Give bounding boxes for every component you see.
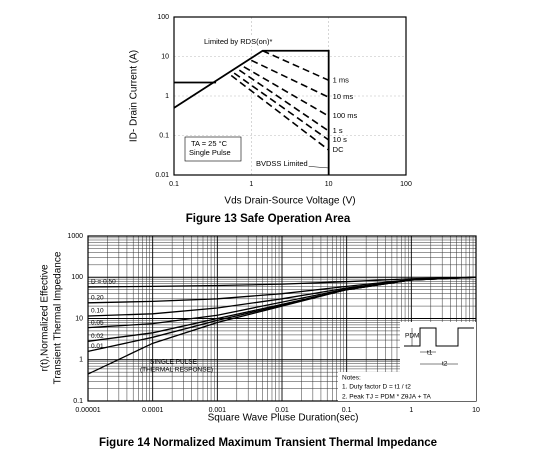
series-label: DC <box>333 145 344 154</box>
annotation-box <box>184 136 242 162</box>
annotation: t1 <box>427 350 433 357</box>
y-tick-label: 0.1 <box>73 398 83 405</box>
annotation: 1. Duty factor D = t1 / t2 <box>342 384 411 391</box>
series-line <box>250 59 330 98</box>
series-label: SINGLE PULSE <box>150 359 198 366</box>
series-label: 1 ms <box>333 75 350 84</box>
annotation: Single Pulse <box>189 148 231 157</box>
chart-title: Figure 13 Safe Operation Area <box>186 213 351 225</box>
x-axis-label: Vds Drain-Source Voltage (V) <box>224 196 355 207</box>
y-tick-label: 10 <box>75 315 83 322</box>
diagram-box <box>400 322 476 372</box>
series-label: 0.05 <box>91 319 104 326</box>
series-line <box>262 49 329 82</box>
y-tick-label: 0.01 <box>155 172 169 179</box>
x-tick-label: 0.00001 <box>75 407 100 414</box>
series-label: 1 s <box>333 126 343 135</box>
y-tick-label: 10 <box>161 53 169 60</box>
annotation: 2. Peak TJ = PDM * ZθJA + TA <box>342 394 432 401</box>
series-line <box>233 72 330 141</box>
series-label: D = 0.50 <box>91 279 116 286</box>
x-tick-label: 0.1 <box>342 407 352 414</box>
annotation: BVDSS Limited <box>256 159 308 168</box>
x-tick-label: 0.001 <box>209 407 227 414</box>
y-axis-label: ID- Drain Current (A) <box>129 50 140 142</box>
series-line <box>238 69 330 132</box>
label-bg <box>255 158 309 168</box>
series-label: 0.02 <box>91 333 104 340</box>
annotation: t2 <box>442 361 448 368</box>
y-axis-label: r(t),Normalized Effective <box>40 264 51 372</box>
x-tick-label: 0.01 <box>275 407 289 414</box>
series-label: 100 ms <box>333 111 358 120</box>
y-tick-label: 0.1 <box>159 132 169 139</box>
series-line <box>87 276 477 288</box>
series-label: 0.01 <box>91 343 104 350</box>
x-axis-label: Square Wave Pluse Duration(sec) <box>208 413 359 424</box>
series-label: 0.20 <box>91 295 104 302</box>
x-tick-label: 1 <box>249 181 253 188</box>
series-line <box>87 276 477 375</box>
annotation: (THERMAL RESPONSE) <box>140 367 213 374</box>
series-line <box>230 74 330 151</box>
y-tick-label: 100 <box>157 14 169 21</box>
chart-title: Figure 14 Normalized Maximum Transient T… <box>99 437 437 449</box>
annotation: PDM <box>405 333 419 340</box>
dimension-lines <box>411 328 458 365</box>
annotation: Limited by RDS(on)* <box>204 37 272 46</box>
y-tick-label: 1 <box>79 357 83 364</box>
x-tick-label: 1 <box>409 407 413 414</box>
y-tick-label: 1000 <box>67 233 83 240</box>
pulse-diagram <box>404 327 474 347</box>
y-axis-label: Transient Thermal Impedance <box>53 251 64 384</box>
label-bg <box>203 36 274 46</box>
x-tick-label: 10 <box>325 181 333 188</box>
series-line <box>243 66 330 117</box>
plot-frame <box>87 235 477 402</box>
x-tick-label: 100 <box>400 181 412 188</box>
plot-frame <box>173 16 407 176</box>
x-tick-label: 0.0001 <box>142 407 164 414</box>
x-tick-label: 10 <box>472 407 480 414</box>
annotation: TA = 25 °C <box>191 139 228 148</box>
annotation: Notes: <box>342 375 361 382</box>
series-label: 0.10 <box>91 308 104 315</box>
series-label: 10 ms <box>333 92 354 101</box>
y-tick-label: 1 <box>165 93 169 100</box>
series-line <box>173 49 330 175</box>
notes-box <box>338 372 476 401</box>
y-tick-label: 100 <box>71 274 83 281</box>
series-label: 10 s <box>333 135 347 144</box>
x-tick-label: 0.1 <box>169 181 179 188</box>
